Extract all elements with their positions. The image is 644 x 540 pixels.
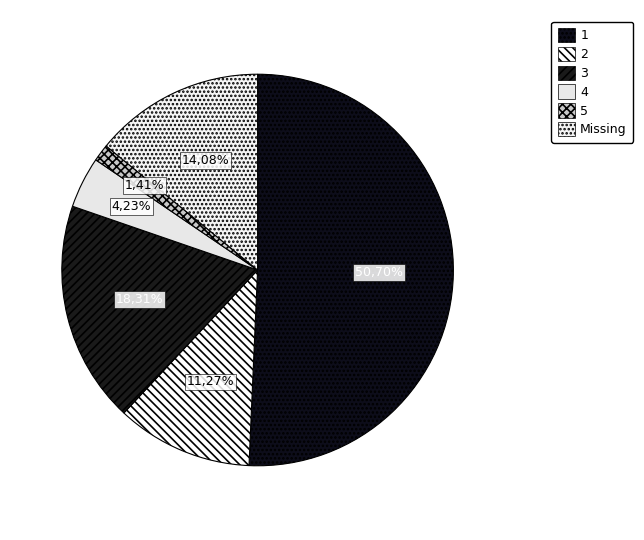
Text: 1,41%: 1,41%: [125, 179, 164, 192]
Text: 11,27%: 11,27%: [187, 375, 234, 388]
Wedge shape: [249, 74, 453, 466]
Wedge shape: [62, 206, 258, 413]
Text: 14,08%: 14,08%: [182, 154, 229, 167]
Text: 4,23%: 4,23%: [112, 200, 151, 213]
Legend: 1, 2, 3, 4, 5, Missing: 1, 2, 3, 4, 5, Missing: [551, 22, 633, 143]
Text: 50,70%: 50,70%: [355, 266, 403, 279]
Wedge shape: [96, 146, 258, 270]
Wedge shape: [124, 270, 258, 465]
Wedge shape: [73, 160, 258, 270]
Text: 18,31%: 18,31%: [116, 293, 164, 306]
Wedge shape: [106, 74, 258, 270]
